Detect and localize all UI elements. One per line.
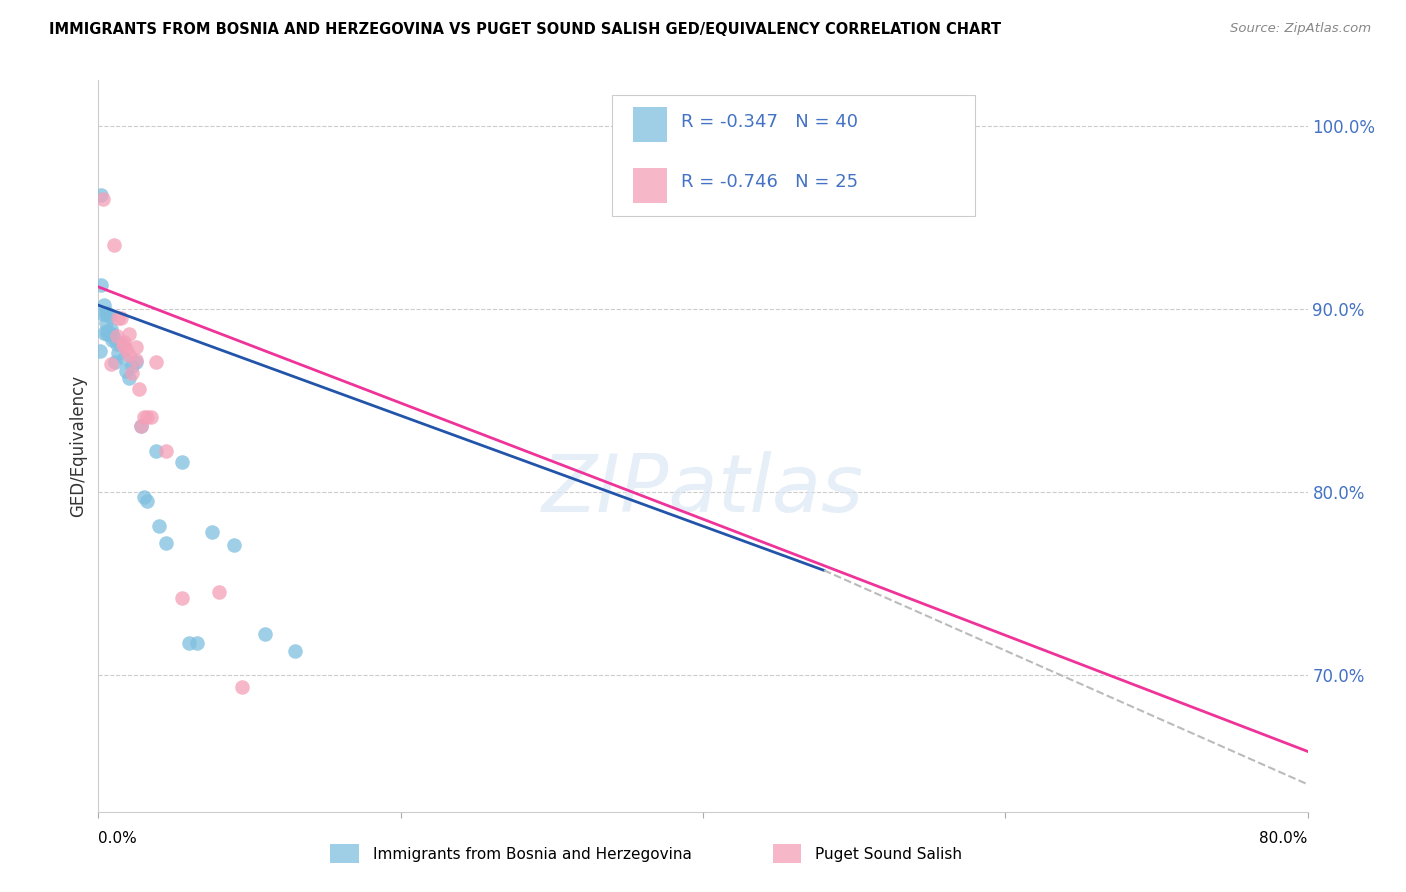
Point xyxy=(135,493,157,508)
Point xyxy=(100,322,122,336)
Point xyxy=(110,310,132,325)
Point xyxy=(170,591,193,605)
Point xyxy=(105,329,128,343)
Point xyxy=(121,359,143,373)
Point xyxy=(91,192,114,206)
Point xyxy=(105,336,128,351)
Point xyxy=(135,409,157,424)
Point xyxy=(93,326,115,340)
Point xyxy=(91,307,114,321)
Point xyxy=(132,490,155,504)
Point xyxy=(118,371,141,385)
Point xyxy=(100,327,122,342)
Text: Source: ZipAtlas.com: Source: ZipAtlas.com xyxy=(1230,22,1371,36)
Text: IMMIGRANTS FROM BOSNIA AND HERZEGOVINA VS PUGET SOUND SALISH GED/EQUIVALENCY COR: IMMIGRANTS FROM BOSNIA AND HERZEGOVINA V… xyxy=(49,22,1001,37)
Text: R = -0.746   N = 25: R = -0.746 N = 25 xyxy=(682,173,858,191)
Point xyxy=(107,345,129,359)
Point xyxy=(148,519,170,533)
Text: ZIPatlas: ZIPatlas xyxy=(541,450,865,529)
Point xyxy=(141,409,163,424)
Point xyxy=(89,343,111,358)
Point xyxy=(170,455,193,469)
Point xyxy=(98,309,121,323)
Point xyxy=(121,366,143,380)
Point xyxy=(155,444,177,458)
Point xyxy=(125,355,148,369)
Point xyxy=(96,305,118,319)
Point xyxy=(145,444,167,458)
Point xyxy=(208,585,231,599)
Point xyxy=(155,536,177,550)
Point xyxy=(128,382,150,396)
Point xyxy=(112,334,135,349)
Point xyxy=(114,364,136,378)
Point xyxy=(96,327,118,342)
Point xyxy=(100,357,122,371)
Point xyxy=(224,538,246,552)
Point xyxy=(179,636,201,650)
Point xyxy=(201,524,224,539)
Point xyxy=(90,188,112,202)
Point xyxy=(94,317,117,331)
Text: Puget Sound Salish: Puget Sound Salish xyxy=(815,847,963,862)
Point xyxy=(129,418,152,433)
Text: 80.0%: 80.0% xyxy=(1260,831,1308,847)
Point xyxy=(98,326,121,340)
Point xyxy=(90,278,112,293)
Point xyxy=(118,327,141,342)
Point xyxy=(112,351,135,366)
Point xyxy=(107,310,129,325)
Point xyxy=(94,307,117,321)
Y-axis label: GED/Equivalency: GED/Equivalency xyxy=(69,375,87,517)
Point xyxy=(145,355,167,369)
Point xyxy=(114,342,136,356)
Point xyxy=(125,340,148,354)
Bar xyxy=(633,168,666,203)
Text: Immigrants from Bosnia and Herzegovina: Immigrants from Bosnia and Herzegovina xyxy=(373,847,692,862)
Point xyxy=(93,298,115,312)
Point xyxy=(110,336,132,351)
Point xyxy=(101,327,124,342)
Text: R = -0.347   N = 40: R = -0.347 N = 40 xyxy=(682,112,858,130)
Point xyxy=(103,237,125,252)
Point xyxy=(118,347,141,362)
Point xyxy=(101,333,124,347)
Point xyxy=(231,681,253,695)
Point xyxy=(96,324,118,338)
FancyBboxPatch shape xyxy=(613,95,976,216)
Point xyxy=(253,627,276,641)
Point xyxy=(129,418,152,433)
Point xyxy=(284,644,307,658)
Text: 0.0%: 0.0% xyxy=(98,831,138,847)
Point xyxy=(111,338,134,352)
Bar xyxy=(633,107,666,143)
Point xyxy=(125,353,148,368)
Point xyxy=(186,636,208,650)
Point xyxy=(132,409,155,424)
Point xyxy=(103,331,125,345)
Point xyxy=(104,355,127,369)
